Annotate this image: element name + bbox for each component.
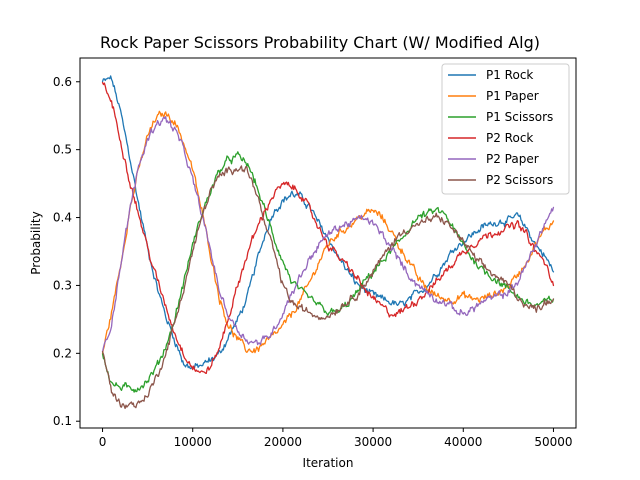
- x-tick-label: 40000: [444, 435, 482, 449]
- legend-label: P2 Scissors: [486, 173, 553, 187]
- y-tick-label: 0.5: [53, 143, 72, 157]
- y-axis-label: Probability: [29, 211, 43, 274]
- legend-label: P2 Rock: [486, 131, 533, 145]
- x-tick-label: 0: [99, 435, 107, 449]
- y-tick-label: 0.4: [53, 211, 72, 225]
- chart-title: Rock Paper Scissors Probability Chart (W…: [100, 33, 540, 52]
- y-tick-label: 0.6: [53, 75, 72, 89]
- x-tick-label: 10000: [174, 435, 212, 449]
- y-tick-label: 0.3: [53, 278, 72, 292]
- legend-label: P1 Scissors: [486, 110, 553, 124]
- legend-label: P2 Paper: [486, 152, 539, 166]
- x-tick-label: 50000: [534, 435, 572, 449]
- x-tick-label: 20000: [264, 435, 302, 449]
- y-tick-label: 0.2: [53, 346, 72, 360]
- legend-label: P1 Paper: [486, 89, 539, 103]
- legend: P1 Rock P1 Paper P1 Scissors P2 Rock P2 Pape…: [442, 64, 569, 194]
- x-tick-label: 30000: [354, 435, 392, 449]
- y-tick-label: 0.1: [53, 414, 72, 428]
- x-axis-label: Iteration: [303, 456, 354, 470]
- legend-label: P1 Rock: [486, 68, 533, 82]
